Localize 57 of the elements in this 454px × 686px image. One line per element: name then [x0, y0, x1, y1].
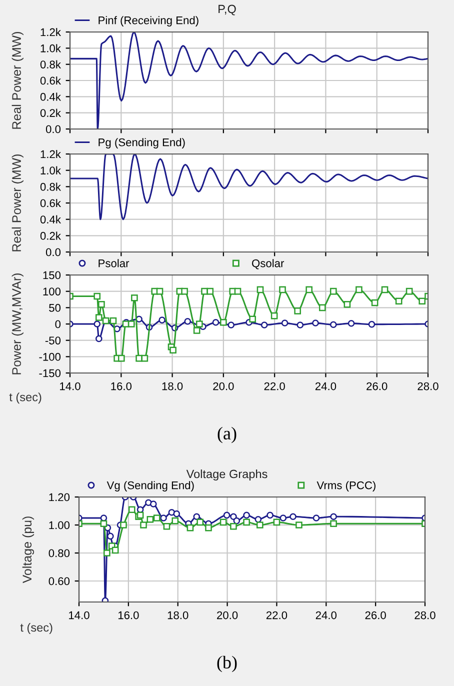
- x-tick-label: 20.0: [213, 382, 234, 390]
- legend-label: Vg (Sending End): [106, 481, 194, 492]
- y-tick-label: 0.0: [46, 248, 61, 256]
- y-tick-label: -150: [39, 369, 61, 378]
- y-tick-label: 1.2k: [40, 28, 61, 36]
- x-tick-label: 28.0: [414, 611, 436, 620]
- y-tick-label: 0: [55, 320, 61, 328]
- y-tick-label: 0.8k: [40, 182, 61, 191]
- x-tick-label: 16.0: [118, 611, 139, 620]
- x-tick-label: 18.0: [168, 611, 188, 620]
- y-tick-label: 1.20: [49, 493, 70, 502]
- chart-title: P,Q: [218, 4, 236, 16]
- y-tick-label: -100: [39, 352, 61, 361]
- y-tick-label: 1.00: [49, 521, 70, 530]
- y-tick-label: 0.4k: [40, 92, 61, 101]
- y-tick-label: 0.2k: [40, 108, 61, 117]
- x-tick-label: 22.0: [266, 611, 288, 620]
- x-axis-title: t (sec): [20, 623, 52, 634]
- text: (b): [217, 656, 237, 672]
- y-tick-label: 0.60: [48, 577, 70, 586]
- y-tick-label: 0.4k: [40, 215, 61, 224]
- y-tick-label: 0.0: [46, 125, 61, 134]
- y-tick-label: 1.0k: [40, 166, 61, 174]
- legend-label: Psolar: [98, 259, 130, 268]
- x-tick-label: 26.0: [365, 611, 386, 620]
- y-axis-title: Real Power (MW): [12, 32, 24, 129]
- y-tick-label: 0.2k: [40, 232, 61, 240]
- x-tick-label: 16.0: [111, 382, 132, 390]
- x-tick-label: 24.0: [316, 611, 337, 620]
- y-tick-label: 0.6k: [40, 198, 61, 208]
- legend-label: Pinf (Receiving End): [98, 16, 198, 26]
- x-tick-label: 18.0: [162, 382, 183, 390]
- chart-title: Voltage Graphs: [186, 469, 268, 481]
- y-tick-label: -50: [45, 336, 61, 344]
- y-tick-label: 0.80: [48, 549, 70, 558]
- y-tick-label: 0.8k: [40, 60, 61, 68]
- y-tick-label: 100: [43, 288, 61, 296]
- y-axis-title: Voltage (pu): [22, 516, 34, 584]
- y-tick-label: 1.2k: [40, 150, 61, 158]
- x-tick-label: 14.0: [69, 611, 90, 620]
- y-axis-title: Power (MW,MVAr): [12, 274, 24, 374]
- x-tick-label: 24.0: [315, 382, 336, 390]
- y-tick-label: 1.0k: [40, 44, 61, 52]
- y-tick-label: 150: [43, 271, 61, 280]
- x-tick-label: 22.0: [264, 382, 285, 390]
- legend-label: Pg (Sending End): [98, 138, 185, 148]
- legend-label: Qsolar: [252, 259, 284, 270]
- x-tick-label: 26.0: [366, 382, 388, 390]
- x-tick-label: 14.0: [60, 382, 80, 390]
- y-tick-label: 50: [49, 304, 61, 312]
- x-axis-title: t (sec): [9, 392, 42, 404]
- y-axis-title: Real Power (MW): [12, 154, 24, 252]
- x-tick-label: 20.0: [217, 611, 238, 620]
- text: (a): [218, 426, 236, 444]
- x-tick-label: 28.0: [418, 382, 438, 390]
- legend-label: Vrms (PCC): [316, 481, 376, 492]
- y-tick-label: 0.6k: [40, 76, 61, 85]
